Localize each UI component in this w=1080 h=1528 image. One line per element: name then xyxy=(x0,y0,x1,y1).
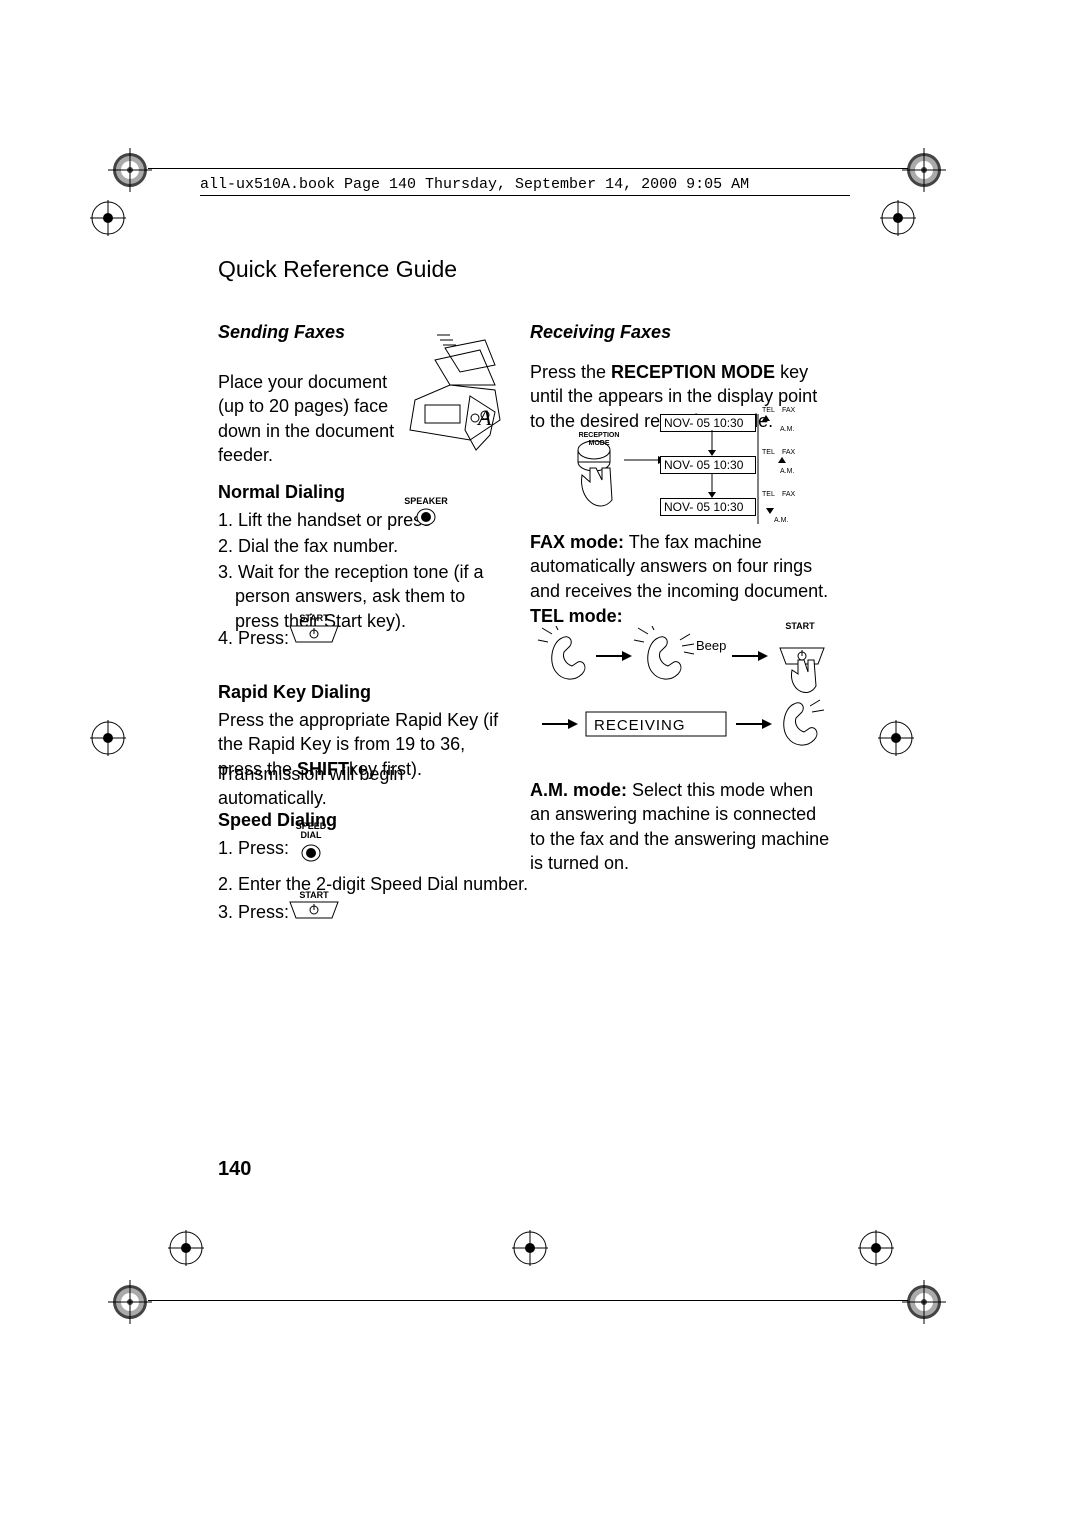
reg-mark-bot-left-inner xyxy=(168,1230,204,1266)
reg-mark-mid-left xyxy=(90,720,126,756)
lcd-down-arrows xyxy=(702,430,722,510)
speed-step2: 2. Enter the 2-digit Speed Dial number. xyxy=(218,872,528,896)
reg-mark-top-right-inner xyxy=(880,200,916,236)
reg-mark-top-left-inner xyxy=(90,200,126,236)
svg-text:TEL: TEL xyxy=(762,407,775,414)
recv-intro-bold: RECEPTION MODE xyxy=(611,362,775,382)
reception-btn-label2: MODE xyxy=(569,440,629,447)
header-rule xyxy=(200,195,850,196)
svg-text:A.M.: A.M. xyxy=(780,468,794,475)
rapid-key-heading: Rapid Key Dialing xyxy=(218,680,371,704)
fax-machine-icon: A xyxy=(400,330,510,460)
reg-mark-bot-left-outer xyxy=(108,1280,152,1324)
speed-step1: 1. Press: xyxy=(218,836,289,860)
start-label-2: START xyxy=(292,890,336,900)
svg-text:TEL: TEL xyxy=(762,449,775,456)
reg-mark-bot-right-outer xyxy=(902,1280,946,1324)
speaker-button-icon xyxy=(415,508,437,526)
start-button-icon-1 xyxy=(288,624,340,644)
reg-mark-bot-mid xyxy=(512,1230,548,1266)
normal-step4: 4. Press: xyxy=(218,626,289,650)
speed-dial-label: SPEED DIAL xyxy=(290,822,332,840)
svg-text:A: A xyxy=(476,405,492,430)
receiving-lcd-text: RECEIVING xyxy=(594,716,686,736)
fax-mode-bold: FAX mode: xyxy=(530,532,624,552)
svg-text:Beep: Beep xyxy=(696,638,726,653)
svg-text:FAX: FAX xyxy=(782,491,796,498)
speaker-label: SPEAKER xyxy=(400,496,452,506)
reg-mark-top-right-outer xyxy=(902,148,946,192)
tel-mode-diagram: Beep xyxy=(536,626,836,756)
rapid-p2: Transmission will begin automatically. xyxy=(218,762,508,811)
normal-dialing-heading: Normal Dialing xyxy=(218,480,345,504)
frame-header-text: all-ux510A.book Page 140 Thursday, Septe… xyxy=(200,176,749,193)
svg-text:FAX: FAX xyxy=(782,449,796,456)
speed-dial-button-icon xyxy=(300,844,322,862)
start-label-tel: START xyxy=(778,621,822,631)
am-mode-bold: A.M. mode: xyxy=(530,780,627,800)
svg-text:A.M.: A.M. xyxy=(780,426,794,433)
start-button-icon-2 xyxy=(288,900,340,920)
svg-text:A.M.: A.M. xyxy=(774,517,788,524)
normal-step2: 2. Dial the fax number. xyxy=(218,534,398,558)
top-crop-line xyxy=(148,168,908,169)
reception-btn-label1: RECEPTION xyxy=(569,432,629,439)
bot-crop-line xyxy=(148,1300,908,1301)
fax-mode-text: FAX mode: The fax machine automatically … xyxy=(530,530,830,603)
sending-faxes-heading: Sending Faxes xyxy=(218,320,345,344)
page: all-ux510A.book Page 140 Thursday, Septe… xyxy=(0,0,1080,1528)
page-number: 140 xyxy=(218,1158,251,1181)
normal-step1: 1. Lift the handset or press xyxy=(218,508,431,532)
tel-mode-heading: TEL mode: xyxy=(530,604,623,628)
reg-mark-mid-right xyxy=(878,720,914,756)
receiving-faxes-heading: Receiving Faxes xyxy=(530,320,671,344)
speed-step3: 3. Press: xyxy=(218,900,289,924)
am-mode-text: A.M. mode: Select this mode when an answ… xyxy=(530,778,830,875)
lcd-indicators: TEL FAX A.M. TEL FAX A.M. TEL FAX A.M. xyxy=(756,404,806,530)
sending-intro: Place your document (up to 20 pages) fac… xyxy=(218,370,408,467)
normal-step3: 3. Wait for the reception tone (if a per… xyxy=(218,560,498,633)
start-label-1: START xyxy=(292,613,336,623)
reg-mark-top-left-outer xyxy=(108,148,152,192)
svg-text:FAX: FAX xyxy=(782,407,796,414)
svg-text:TEL: TEL xyxy=(762,491,775,498)
reg-mark-bot-right-inner xyxy=(858,1230,894,1266)
recv-intro-a: Press the xyxy=(530,362,611,382)
page-title: Quick Reference Guide xyxy=(218,256,457,283)
